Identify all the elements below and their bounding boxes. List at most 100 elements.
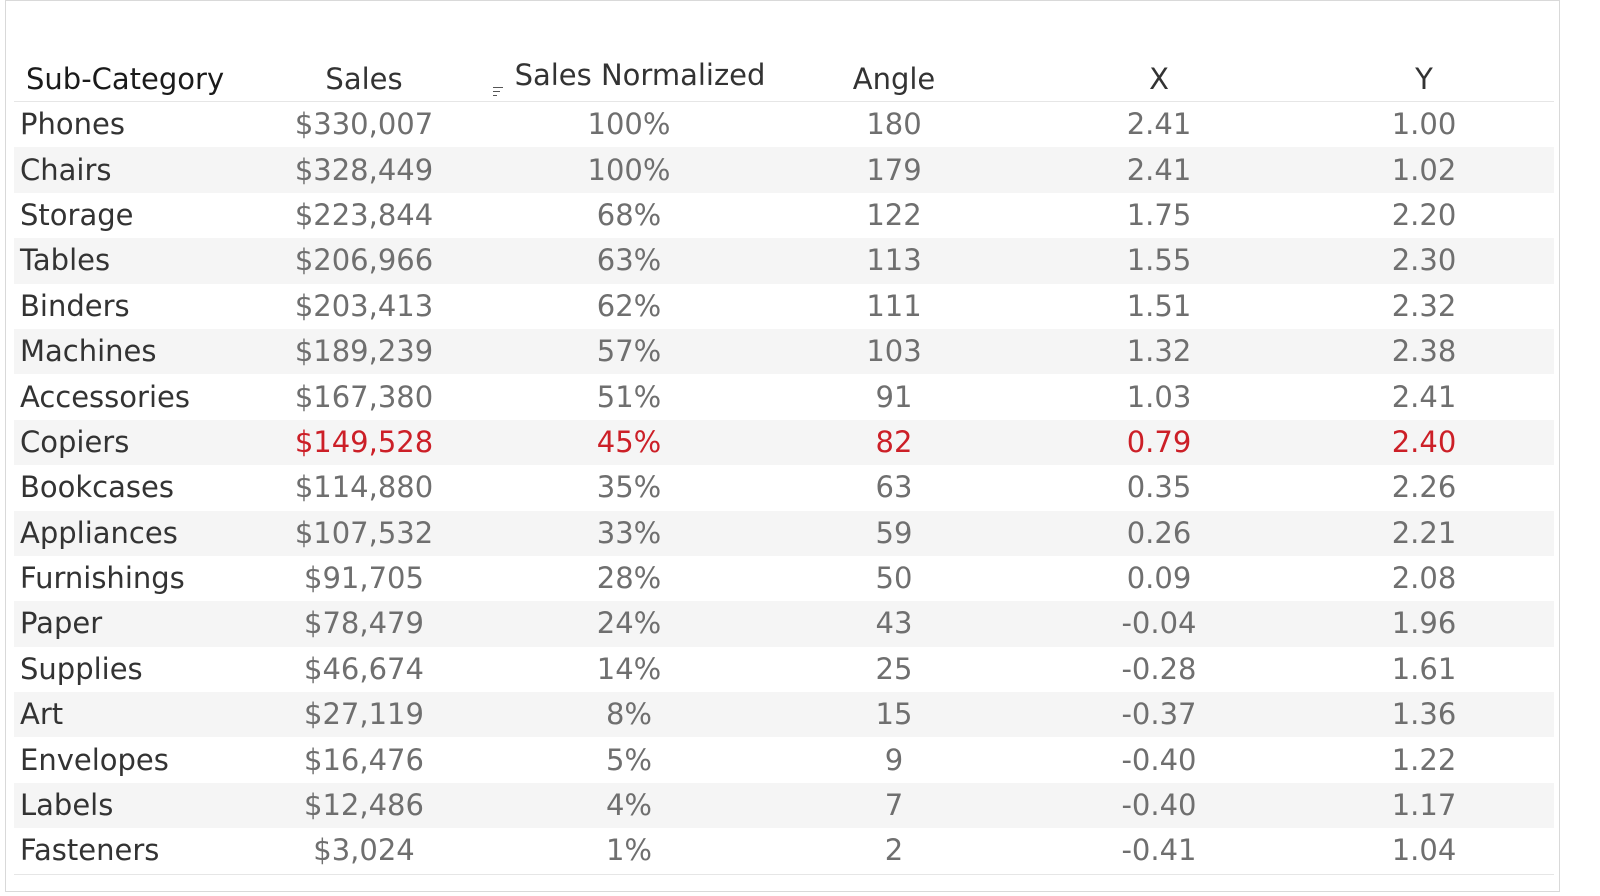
cell-sales: $114,880: [294, 470, 434, 505]
cell-sub-category: Bookcases: [20, 470, 174, 505]
table-row[interactable]: Furnishings $91,705 28% 50 0.09 2.08: [14, 556, 1554, 601]
table-row[interactable]: Art $27,119 8% 15 -0.37 1.36: [14, 692, 1554, 738]
cell-x: 1.32: [1126, 334, 1192, 369]
cell-sales-normalized: 57%: [596, 334, 662, 369]
cell-sales-normalized: 28%: [596, 561, 662, 596]
cell-sales-normalized: 100%: [587, 152, 671, 187]
cell-sales: $12,486: [304, 788, 424, 823]
cell-angle: 25: [875, 651, 913, 686]
cell-y: 2.40: [1391, 424, 1457, 459]
cell-x: 2.41: [1126, 107, 1192, 142]
table-row[interactable]: Appliances $107,532 33% 59 0.26 2.21: [14, 510, 1554, 556]
table-row[interactable]: Machines $189,239 57% 103 1.32 2.38: [14, 328, 1554, 375]
cell-sales-normalized: 35%: [596, 470, 662, 505]
cell-sub-category: Tables: [20, 243, 111, 278]
cell-sales: $16,476: [304, 742, 424, 777]
cell-angle: 59: [875, 515, 913, 550]
cell-sub-category: Supplies: [20, 651, 143, 686]
cell-angle: 103: [866, 334, 922, 369]
cell-y: 1.96: [1391, 606, 1457, 641]
cell-y: 2.20: [1391, 197, 1457, 232]
cell-sales: $203,413: [294, 288, 434, 323]
cell-y: 1.36: [1391, 697, 1457, 732]
cell-sales: $223,844: [294, 197, 434, 232]
sort-descending-icon[interactable]: [492, 85, 505, 99]
cell-y: 2.32: [1391, 288, 1457, 323]
cell-sales: $206,966: [294, 243, 434, 278]
header-y[interactable]: Y: [1415, 62, 1433, 96]
cell-sub-category: Fasteners: [20, 833, 160, 868]
cell-sales-normalized: 1%: [605, 833, 652, 868]
table-row[interactable]: Accessories $167,380 51% 91 1.03 2.41: [14, 374, 1554, 419]
cell-sub-category: Furnishings: [20, 561, 185, 596]
header-sales-normalized[interactable]: Sales Normalized: [454, 57, 804, 99]
cell-sales: $46,674: [304, 651, 424, 686]
cell-y: 1.02: [1391, 152, 1457, 187]
cell-sales-normalized: 4%: [605, 788, 652, 823]
cell-sub-category: Art: [20, 697, 64, 732]
cell-angle: 9: [884, 742, 904, 777]
header-sales[interactable]: Sales: [325, 62, 403, 96]
cell-x: 0.35: [1126, 470, 1192, 505]
table-row[interactable]: Tables $206,966 63% 113 1.55 2.30: [14, 238, 1554, 284]
cell-x: 1.75: [1126, 197, 1192, 232]
table-bottom-divider: [14, 874, 1554, 875]
cell-y: 1.00: [1391, 107, 1457, 142]
cell-angle: 7: [884, 788, 904, 823]
cell-sales-normalized: 5%: [605, 742, 652, 777]
cell-x: 2.41: [1126, 152, 1192, 187]
cell-sales-normalized: 33%: [596, 515, 662, 550]
cell-y: 1.22: [1391, 742, 1457, 777]
cell-sales: $189,239: [294, 334, 434, 369]
cell-y: 2.26: [1391, 470, 1457, 505]
cell-angle: 50: [875, 561, 913, 596]
header-sub-category[interactable]: Sub-Category: [26, 62, 225, 96]
cell-angle: 179: [866, 152, 922, 187]
table-row[interactable]: Fasteners $3,024 1% 2 -0.41 1.04: [14, 828, 1554, 873]
header-angle[interactable]: Angle: [852, 62, 936, 96]
header-sales-normalized-label: Sales Normalized: [514, 57, 766, 92]
cell-sales: $328,449: [294, 152, 434, 187]
cell-x: -0.04: [1121, 606, 1197, 641]
cell-sales-normalized: 63%: [596, 243, 662, 278]
table-row[interactable]: Envelopes $16,476 5% 9 -0.40 1.22: [14, 737, 1554, 782]
cell-x: -0.37: [1121, 697, 1197, 732]
cell-sales-normalized: 51%: [596, 379, 662, 414]
cell-sales-normalized: 14%: [596, 651, 662, 686]
cell-y: 2.30: [1391, 243, 1457, 278]
cell-sub-category: Appliances: [20, 515, 178, 550]
cell-x: 1.03: [1126, 379, 1192, 414]
table-row[interactable]: Binders $203,413 62% 111 1.51 2.32: [14, 284, 1554, 329]
table-body: Phones $330,007 100% 180 2.41 1.00 Chairs $328,…: [14, 102, 1554, 874]
cell-angle: 180: [866, 107, 922, 142]
data-table: Sub-Category Sales Sales Normalized Angl…: [14, 58, 1554, 874]
table-row[interactable]: Storage $223,844 68% 122 1.75 2.20: [14, 193, 1554, 238]
cell-x: 1.51: [1126, 288, 1192, 323]
cell-sub-category: Labels: [20, 788, 114, 823]
cell-angle: 43: [875, 606, 913, 641]
cell-angle: 15: [875, 697, 913, 732]
cell-sales-normalized: 68%: [596, 197, 662, 232]
cell-sub-category: Binders: [20, 288, 130, 323]
cell-angle: 82: [875, 424, 913, 459]
table-row[interactable]: Paper $78,479 24% 43 -0.04 1.96: [14, 601, 1554, 647]
table-row[interactable]: Labels $12,486 4% 7 -0.40 1.17: [14, 782, 1554, 829]
header-x[interactable]: X: [1149, 62, 1169, 96]
table-row[interactable]: Bookcases $114,880 35% 63 0.35 2.26: [14, 465, 1554, 510]
cell-x: 0.26: [1126, 515, 1192, 550]
cell-x: 0.09: [1126, 561, 1192, 596]
cell-sub-category: Copiers: [20, 424, 130, 459]
cell-y: 2.08: [1391, 561, 1457, 596]
cell-sales: $167,380: [294, 379, 434, 414]
cell-y: 1.61: [1391, 651, 1457, 686]
cell-sub-category: Machines: [20, 334, 157, 369]
cell-x: -0.40: [1121, 742, 1197, 777]
table-row[interactable]: Supplies $46,674 14% 25 -0.28 1.61: [14, 647, 1554, 692]
cell-angle: 111: [866, 288, 922, 323]
table-row[interactable]: Copiers $149,528 45% 82 0.79 2.40: [14, 419, 1554, 466]
cell-x: 0.79: [1126, 424, 1192, 459]
table-row[interactable]: Chairs $328,449 100% 179 2.41 1.02: [14, 147, 1554, 193]
table-row[interactable]: Phones $330,007 100% 180 2.41 1.00: [14, 102, 1554, 147]
cell-sub-category: Storage: [20, 197, 134, 232]
cell-y: 2.38: [1391, 334, 1457, 369]
